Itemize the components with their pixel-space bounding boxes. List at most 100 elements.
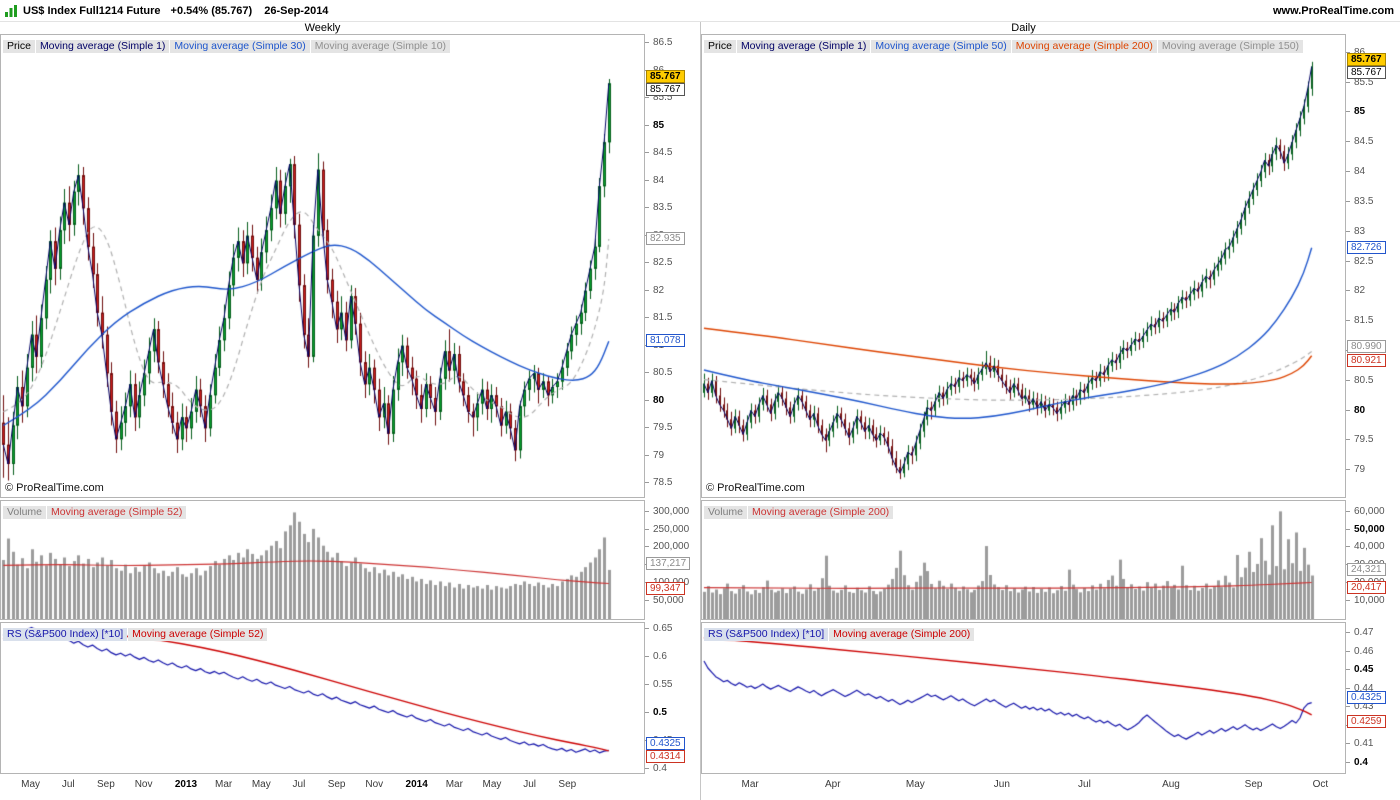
- axis-tick: 84: [644, 174, 665, 186]
- x-axis-label: Jul: [523, 779, 537, 790]
- daily-price-canvas[interactable]: [702, 35, 1345, 497]
- x-axis-label: Sep: [558, 779, 577, 790]
- axis-tick: 84.5: [1345, 136, 1374, 148]
- legend-item[interactable]: Moving average (Simple 200): [748, 506, 894, 519]
- top-bar: US$ Index Full1214 Future +0.54% (85.767…: [0, 0, 1400, 22]
- weekly-price-chart: Price Moving average (Simple 1) Moving ave…: [0, 34, 645, 498]
- legend-item[interactable]: Moving average (Simple 1): [35, 40, 170, 53]
- x-axis-label: May: [21, 779, 41, 790]
- axis-tick: 82: [1345, 285, 1366, 297]
- value-tag: 80.990: [1347, 339, 1386, 353]
- axis-tick: 0.45: [1345, 664, 1374, 676]
- legend-item[interactable]: Price: [704, 40, 736, 53]
- legend-item[interactable]: RS (S&P500 Index) [*10]: [3, 628, 128, 641]
- axis-tick: 79.5: [1345, 434, 1374, 446]
- x-axis-label: Jun: [993, 779, 1010, 790]
- legend-item[interactable]: Moving average (Simple 10): [310, 40, 451, 53]
- axis-tick: 85: [1345, 106, 1366, 118]
- x-axis-label: Mar: [445, 779, 463, 790]
- daily-rs-chart: RS (S&P500 Index) [*10] Moving average (S…: [701, 622, 1346, 774]
- daily-volume-legend: Volume Moving average (Simple 200): [704, 502, 894, 520]
- axis-tick: 79: [1345, 464, 1366, 476]
- legend-item[interactable]: Price: [3, 40, 35, 53]
- value-tag: 0.4325: [646, 737, 685, 751]
- axis-tick: 80: [644, 394, 665, 406]
- x-axis-label: Jul: [1078, 779, 1091, 790]
- legend-item[interactable]: Moving average (Simple 52): [47, 506, 187, 519]
- axis-tick: 85.5: [644, 92, 673, 104]
- x-axis-label: Nov: [134, 779, 153, 790]
- axis-tick: 86.5: [644, 37, 673, 49]
- axis-tick: 40,000: [1346, 541, 1385, 553]
- legend-item[interactable]: Moving average (Simple 52): [128, 628, 268, 641]
- value-tag: 137,217: [646, 556, 691, 570]
- axis-tick: 0.47: [1345, 627, 1374, 639]
- value-tag: 85.767: [646, 69, 685, 83]
- axis-tick: 79: [644, 449, 665, 461]
- axis-tick: 50,000: [645, 595, 684, 607]
- value-tag: 24,321: [1347, 562, 1386, 576]
- panel-daily: Daily Price Moving average (Simple 1) Movi…: [700, 22, 1400, 800]
- weekly-volume-legend: Volume Moving average (Simple 52): [3, 502, 187, 520]
- daily-time-axis[interactable]: Mar Apr May Jun Jul Aug Sep Oct: [701, 776, 1346, 794]
- legend-item[interactable]: Moving average (Simple 30): [170, 40, 310, 53]
- value-tag: 85.767: [1347, 65, 1386, 79]
- value-tag: 0.4259: [1347, 714, 1386, 728]
- daily-rs-canvas[interactable]: [702, 623, 1345, 773]
- axis-tick: 50,000: [1346, 523, 1385, 535]
- legend-item[interactable]: Moving average (Simple 1): [736, 40, 871, 53]
- legend-item[interactable]: Volume: [704, 506, 748, 519]
- change-percent: +0.54% (85.767): [170, 4, 253, 17]
- x-axis-label: Sep: [97, 779, 115, 790]
- legend-item[interactable]: Moving average (Simple 200): [1011, 40, 1157, 53]
- value-tag: 20,417: [1347, 581, 1386, 595]
- axis-tick: 0.55: [644, 678, 673, 690]
- app-icon: [5, 4, 17, 17]
- value-tag: 85.767: [646, 82, 685, 96]
- value-tag: 0.4325: [1347, 690, 1386, 704]
- axis-tick: 0.65: [644, 622, 673, 634]
- value-tag: 82.726: [1347, 241, 1386, 255]
- timeframe-title-daily: Daily: [1011, 22, 1036, 34]
- value-tag: 0.4314: [646, 749, 685, 763]
- weekly-rs-canvas[interactable]: [1, 623, 644, 773]
- axis-tick: 83.5: [1345, 195, 1374, 207]
- axis-tick: 0.5: [645, 706, 667, 718]
- axis-tick: 82: [644, 284, 665, 296]
- daily-volume-canvas[interactable]: [702, 501, 1345, 619]
- weekly-price-legend: Price Moving average (Simple 1) Moving ave…: [3, 36, 451, 54]
- axis-tick: 82.5: [644, 257, 673, 269]
- x-axis-label: Sep: [327, 779, 346, 790]
- legend-item[interactable]: Moving average (Simple 150): [1157, 40, 1304, 53]
- weekly-time-axis[interactable]: May Jul Sep Nov 2013 Mar May Jul Sep Nov 2014 Mar Ma…: [0, 776, 645, 794]
- weekly-price-canvas[interactable]: [1, 35, 644, 497]
- value-tag: 85.767: [1347, 52, 1386, 66]
- legend-item[interactable]: Moving average (Simple 50): [871, 40, 1011, 53]
- axis-tick: 0.4: [645, 762, 667, 774]
- axis-tick: 0.46: [1345, 645, 1374, 657]
- legend-item[interactable]: Moving average (Simple 200): [829, 628, 975, 641]
- weekly-volume-canvas[interactable]: [1, 501, 644, 619]
- axis-tick: 84: [1345, 166, 1366, 178]
- x-axis-label: May: [905, 779, 925, 790]
- x-axis-label: Jul: [61, 779, 75, 790]
- x-axis-label: Aug: [1162, 779, 1180, 790]
- weekly-price-y-axis[interactable]: 86.58685.58584.58483.58382.58281.58180.5…: [644, 34, 700, 498]
- watermark: © ProRealTime.com: [5, 482, 104, 494]
- legend-item[interactable]: Volume: [3, 506, 47, 519]
- weekly-volume-y-axis[interactable]: 300,000250,000200,000150,000100,00050,00…: [644, 500, 700, 620]
- axis-tick: 83: [1345, 225, 1366, 237]
- daily-price-y-axis[interactable]: 8685.58584.58483.58382.58281.58180.58079…: [1345, 34, 1400, 498]
- daily-volume-y-axis[interactable]: 60,00050,00040,00030,00020,00010,00024,3…: [1346, 500, 1400, 620]
- x-axis-label: Sep: [1244, 779, 1263, 790]
- x-axis-label: 2014: [405, 779, 428, 790]
- axis-tick: 83.5: [644, 202, 673, 214]
- daily-rs-y-axis[interactable]: 0.470.460.450.440.430.420.410.40.43250.4…: [1345, 622, 1400, 774]
- legend-item[interactable]: RS (S&P500 Index) [*10]: [704, 628, 829, 641]
- axis-tick: 250,000: [644, 523, 690, 535]
- axis-tick: 81.5: [644, 312, 673, 324]
- axis-tick: 84.5: [644, 147, 673, 159]
- axis-tick: 81.5: [1345, 315, 1374, 327]
- x-axis-label: Nov: [365, 779, 384, 790]
